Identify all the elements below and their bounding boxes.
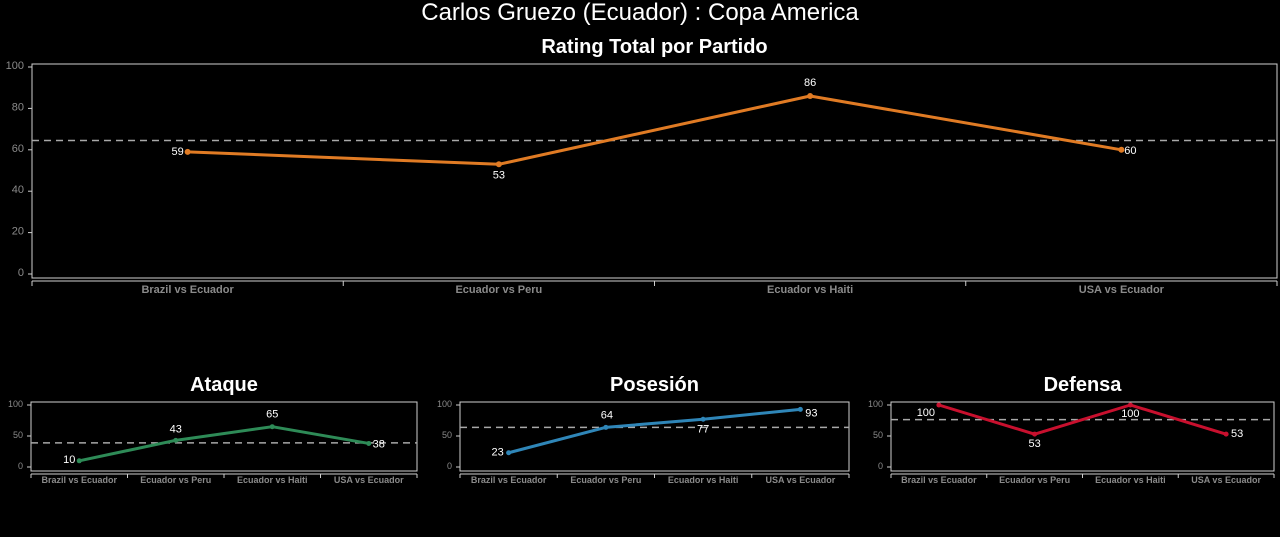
y-tick-label: 0	[447, 461, 452, 471]
y-tick-label: 100	[437, 399, 452, 409]
data-point	[1032, 431, 1038, 437]
x-tick-label: USA vs Ecuador	[334, 475, 404, 485]
chart-posesion: Posesión 0 50 100 Brazil vs Ecuador Ecuador v…	[437, 374, 850, 485]
y-tick-label: 80	[12, 101, 24, 113]
data-label: 60	[1124, 145, 1136, 157]
x-tick-label: Brazil vs Ecuador	[901, 475, 977, 485]
plot-frame	[31, 63, 1278, 279]
data-point	[1118, 146, 1125, 153]
data-point	[495, 161, 502, 168]
data-point	[1127, 402, 1133, 408]
y-tick-label: 50	[442, 430, 452, 440]
data-label: 100	[1121, 408, 1139, 420]
y-tick-label: 60	[12, 143, 24, 155]
x-tick-label: USA vs Ecuador	[766, 475, 836, 485]
x-tick-label: Ecuador vs Peru	[570, 475, 641, 485]
chart-defensa: Defensa 0 50 100 Brazil vs Ecuador Ecuador vs…	[868, 374, 1275, 485]
chart-total: Rating Total por Partido 0 20 40 60 80 100 Braz…	[6, 36, 1278, 296]
chart-title: Defensa	[1044, 374, 1123, 396]
data-label: 100	[917, 407, 935, 419]
plot-frame	[30, 401, 418, 472]
data-label: 77	[697, 423, 709, 435]
chart-ataque: Ataque 0 50 100 Brazil vs Ecuador Ecuador vs …	[8, 374, 418, 485]
data-point	[173, 437, 179, 443]
data-label: 43	[170, 423, 182, 435]
data-label: 38	[373, 438, 385, 450]
data-label: 53	[493, 169, 505, 181]
chart-title: Ataque	[190, 374, 258, 396]
x-tick-label: Brazil vs Ecuador	[141, 284, 234, 296]
y-tick-label: 50	[873, 430, 883, 440]
y-tick-label: 50	[13, 430, 23, 440]
data-point	[76, 458, 82, 464]
x-tick-label: Brazil vs Ecuador	[41, 475, 117, 485]
page-title: Carlos Gruezo (Ecuador) : Copa America	[421, 0, 859, 26]
data-label: 86	[804, 77, 816, 89]
series-line	[78, 425, 370, 463]
data-point	[603, 424, 609, 430]
x-tick-label: Ecuador vs Peru	[140, 475, 211, 485]
x-tick-label: Ecuador vs Haiti	[1095, 475, 1166, 485]
y-tick-label: 40	[12, 184, 24, 196]
x-tick-label: USA vs Ecuador	[1191, 475, 1261, 485]
x-tick-label: Ecuador vs Haiti	[668, 475, 739, 485]
y-tick-label: 0	[18, 461, 23, 471]
data-point	[797, 406, 803, 412]
x-tick-label: Ecuador vs Peru	[455, 284, 542, 296]
y-tick-label: 100	[6, 60, 24, 72]
series-line	[187, 94, 1122, 166]
x-tick-label: Ecuador vs Haiti	[237, 475, 308, 485]
x-tick-label: USA vs Ecuador	[1079, 284, 1165, 296]
x-tick-label: Brazil vs Ecuador	[471, 475, 547, 485]
plot-frame	[890, 401, 1275, 472]
x-tick-label: Ecuador vs Haiti	[767, 284, 853, 296]
data-point	[807, 92, 814, 99]
y-tick-label: 100	[8, 399, 23, 409]
data-point	[700, 416, 706, 422]
data-point	[1223, 431, 1229, 437]
data-label: 93	[805, 407, 817, 419]
y-tick-label: 0	[878, 461, 883, 471]
data-point	[506, 450, 512, 456]
data-point	[269, 424, 275, 430]
chart-title: Posesión	[610, 374, 699, 396]
data-label: 65	[266, 409, 278, 421]
data-label: 53	[1029, 438, 1041, 450]
data-label: 23	[492, 447, 504, 459]
y-tick-label: 100	[868, 399, 883, 409]
y-tick-label: 20	[12, 226, 24, 238]
data-label: 10	[63, 454, 75, 466]
data-label: 59	[172, 146, 184, 158]
series-line	[508, 407, 801, 455]
data-point	[936, 402, 942, 408]
chart-title: Rating Total por Partido	[541, 36, 767, 58]
series-line	[938, 403, 1227, 436]
plot-frame	[459, 401, 850, 472]
data-point	[184, 148, 191, 155]
data-label: 64	[601, 409, 613, 421]
x-tick-label: Ecuador vs Peru	[999, 475, 1070, 485]
data-point	[366, 440, 372, 446]
data-label: 53	[1231, 428, 1243, 440]
y-tick-label: 0	[18, 267, 24, 279]
